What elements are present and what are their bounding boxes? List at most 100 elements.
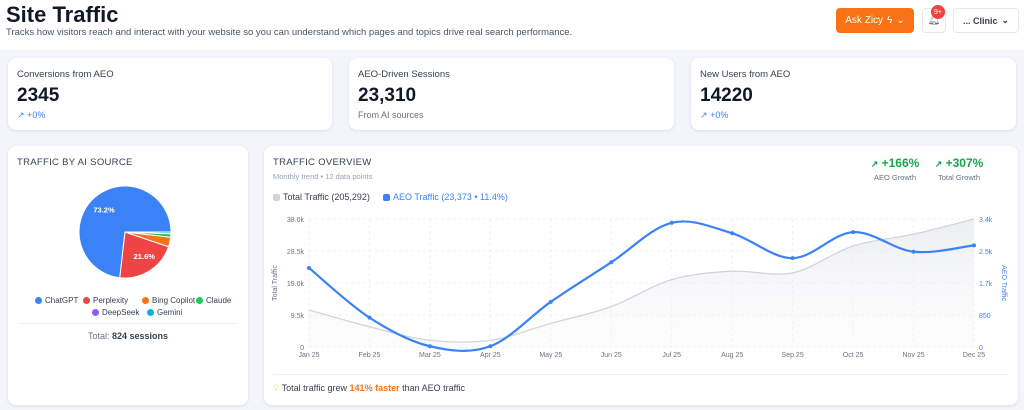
aeo-data-point xyxy=(367,315,372,320)
aeo-growth-label: AEO Growth xyxy=(873,173,917,182)
y2-axis-title: AEO Traffic xyxy=(1000,265,1007,301)
aeo-growth: ↗ +166% AEO Growth xyxy=(864,156,926,182)
pie-chart: 73.2% 21.6% xyxy=(78,185,172,279)
insight-text-end: than AEO traffic xyxy=(402,383,465,393)
x-tick-label: Jun 25 xyxy=(601,352,622,359)
account-label: ... Clinic xyxy=(962,15,998,26)
bolt-icon: ϟ xyxy=(887,15,893,26)
pie-slice-label: 73.2% xyxy=(93,206,115,215)
y2-tick-label: 3.4k xyxy=(979,217,993,224)
notification-badge: 9+ xyxy=(931,5,945,19)
total-value: 824 sessions xyxy=(111,331,169,341)
aeo-data-point xyxy=(972,243,976,248)
legend-total-traffic[interactable]: Total Traffic (205,292) xyxy=(273,192,370,202)
x-tick-label: Apr 25 xyxy=(480,352,501,359)
kpi-label: AEO-Driven Sessions xyxy=(358,69,450,80)
insight-text: Total traffic grew xyxy=(281,383,348,393)
trend-value: +0% xyxy=(27,110,46,120)
y2-tick-label: 0 xyxy=(979,345,983,352)
ask-zicy-button[interactable]: Ask Zicy ϟ ⌄ xyxy=(836,8,914,33)
legend-item-chatgpt[interactable]: ChatGPT xyxy=(35,296,78,305)
traffic-by-source-card: TRAFFIC BY AI SOURCE 73.2% 21.6% ChatGPT P… xyxy=(8,146,248,405)
pie-slice-label: 21.6% xyxy=(134,252,156,261)
aeo-data-point xyxy=(548,299,553,304)
legend-aeo-traffic[interactable]: AEO Traffic (23,373 • 11.4%) xyxy=(383,192,508,202)
x-tick-label: Jul 25 xyxy=(662,352,681,359)
aeo-data-point xyxy=(790,256,795,261)
legend-label: DeepSeek xyxy=(102,308,140,317)
insight: 💡︎ Total traffic grew 141% faster than A… xyxy=(273,383,465,394)
chevron-down-icon: ⌄ xyxy=(1001,15,1010,25)
legend-label: Perplexity xyxy=(93,296,129,305)
legend-swatch xyxy=(273,193,280,201)
y-tick-label: 9.5k xyxy=(291,313,305,320)
x-tick-label: Jan 25 xyxy=(298,352,319,359)
legend-label: Gemini xyxy=(157,308,183,317)
y2-tick-label: 850 xyxy=(979,313,991,320)
total-growth: ↗ +307% Total Growth xyxy=(928,156,990,182)
kpi-value: 2345 xyxy=(17,85,60,106)
legend-dot xyxy=(35,297,42,304)
traffic-overview-card: TRAFFIC OVERVIEW Monthly trend • 12 data… xyxy=(264,146,1018,405)
ask-label: Ask Zicy xyxy=(845,15,884,26)
legend-label: Claude xyxy=(206,296,232,305)
legend-label: AEO Traffic (23,373 • 11.4%) xyxy=(393,192,508,202)
kpi-card-sessions: AEO-Driven Sessions 23,310 From AI sourc… xyxy=(349,58,674,130)
divider xyxy=(273,374,1009,375)
legend-dot xyxy=(92,309,99,316)
total-growth-label: Total Growth xyxy=(937,173,981,182)
trend-up-icon: ↗ xyxy=(870,159,879,169)
lightbulb-icon: 💡︎ xyxy=(273,383,280,393)
kpi-value: 14220 xyxy=(700,85,753,106)
x-tick-label: Nov 25 xyxy=(902,352,924,359)
total-growth-value: +307% xyxy=(945,156,984,170)
legend-swatch xyxy=(383,193,390,201)
section-title: TRAFFIC OVERVIEW xyxy=(273,157,372,168)
kpi-trend: ↗ +0% xyxy=(700,110,728,121)
y-tick-label: 38.0k xyxy=(287,217,305,224)
x-tick-label: Aug 25 xyxy=(721,352,743,359)
aeo-data-point xyxy=(911,249,916,254)
legend-item-claude[interactable]: Claude xyxy=(196,296,231,305)
aeo-data-point xyxy=(609,260,614,265)
aeo-data-point xyxy=(669,220,674,225)
kpi-card-new-users: New Users from AEO 14220 ↗ +0% xyxy=(691,58,1016,130)
kpi-label: Conversions from AEO xyxy=(17,69,114,80)
y-axis-title: Total Traffic xyxy=(272,265,279,301)
section-title: TRAFFIC BY AI SOURCE xyxy=(17,157,133,168)
legend-item-bing-copilot[interactable]: Bing Copilot xyxy=(142,296,195,305)
legend-item-perplexity[interactable]: Perplexity xyxy=(83,296,128,305)
y2-tick-label: 2.5k xyxy=(979,249,993,256)
legend-dot xyxy=(147,309,154,316)
legend-label: Total Traffic (205,292) xyxy=(283,192,370,202)
legend-item-deepseek[interactable]: DeepSeek xyxy=(92,308,139,317)
trend-up-icon: ↗ xyxy=(934,159,943,169)
legend-item-gemini[interactable]: Gemini xyxy=(147,308,182,317)
y-tick-label: 19.0k xyxy=(287,281,305,288)
legend-dot xyxy=(196,297,203,304)
x-tick-label: Oct 25 xyxy=(843,352,864,359)
kpi-value: 23,310 xyxy=(358,85,417,106)
page-header: Site Traffic Tracks how visitors reach a… xyxy=(0,0,1024,50)
trend-up-icon: ↗ xyxy=(700,110,708,120)
y-tick-label: 28.5k xyxy=(287,249,305,256)
aeo-growth-value: +166% xyxy=(881,156,920,170)
trend-up-icon: ↗ xyxy=(17,110,25,120)
page-subtitle: Tracks how visitors reach and interact w… xyxy=(6,27,573,38)
aeo-data-point xyxy=(730,231,735,236)
aeo-traffic-line xyxy=(308,220,975,352)
chevron-down-icon: ⌄ xyxy=(896,15,905,26)
x-tick-label: Sep 25 xyxy=(782,352,804,359)
bell-icon: 🔔︎ xyxy=(927,15,941,26)
x-tick-label: Mar 25 xyxy=(419,352,441,359)
account-dropdown[interactable]: ... Clinic ⌄ xyxy=(953,8,1019,33)
x-tick-label: Feb 25 xyxy=(359,352,381,359)
aeo-data-point xyxy=(488,344,493,349)
kpi-card-conversions: Conversions from AEO 2345 ↗ +0% xyxy=(8,58,332,130)
total-sessions: Total: 824 sessions xyxy=(8,331,248,341)
section-subtitle: Monthly trend • 12 data points xyxy=(273,172,373,181)
kpi-label: New Users from AEO xyxy=(700,69,791,80)
aeo-data-point xyxy=(307,265,311,270)
y-tick-label: 0 xyxy=(300,345,304,352)
kpi-trend: ↗ +0% xyxy=(17,110,45,121)
